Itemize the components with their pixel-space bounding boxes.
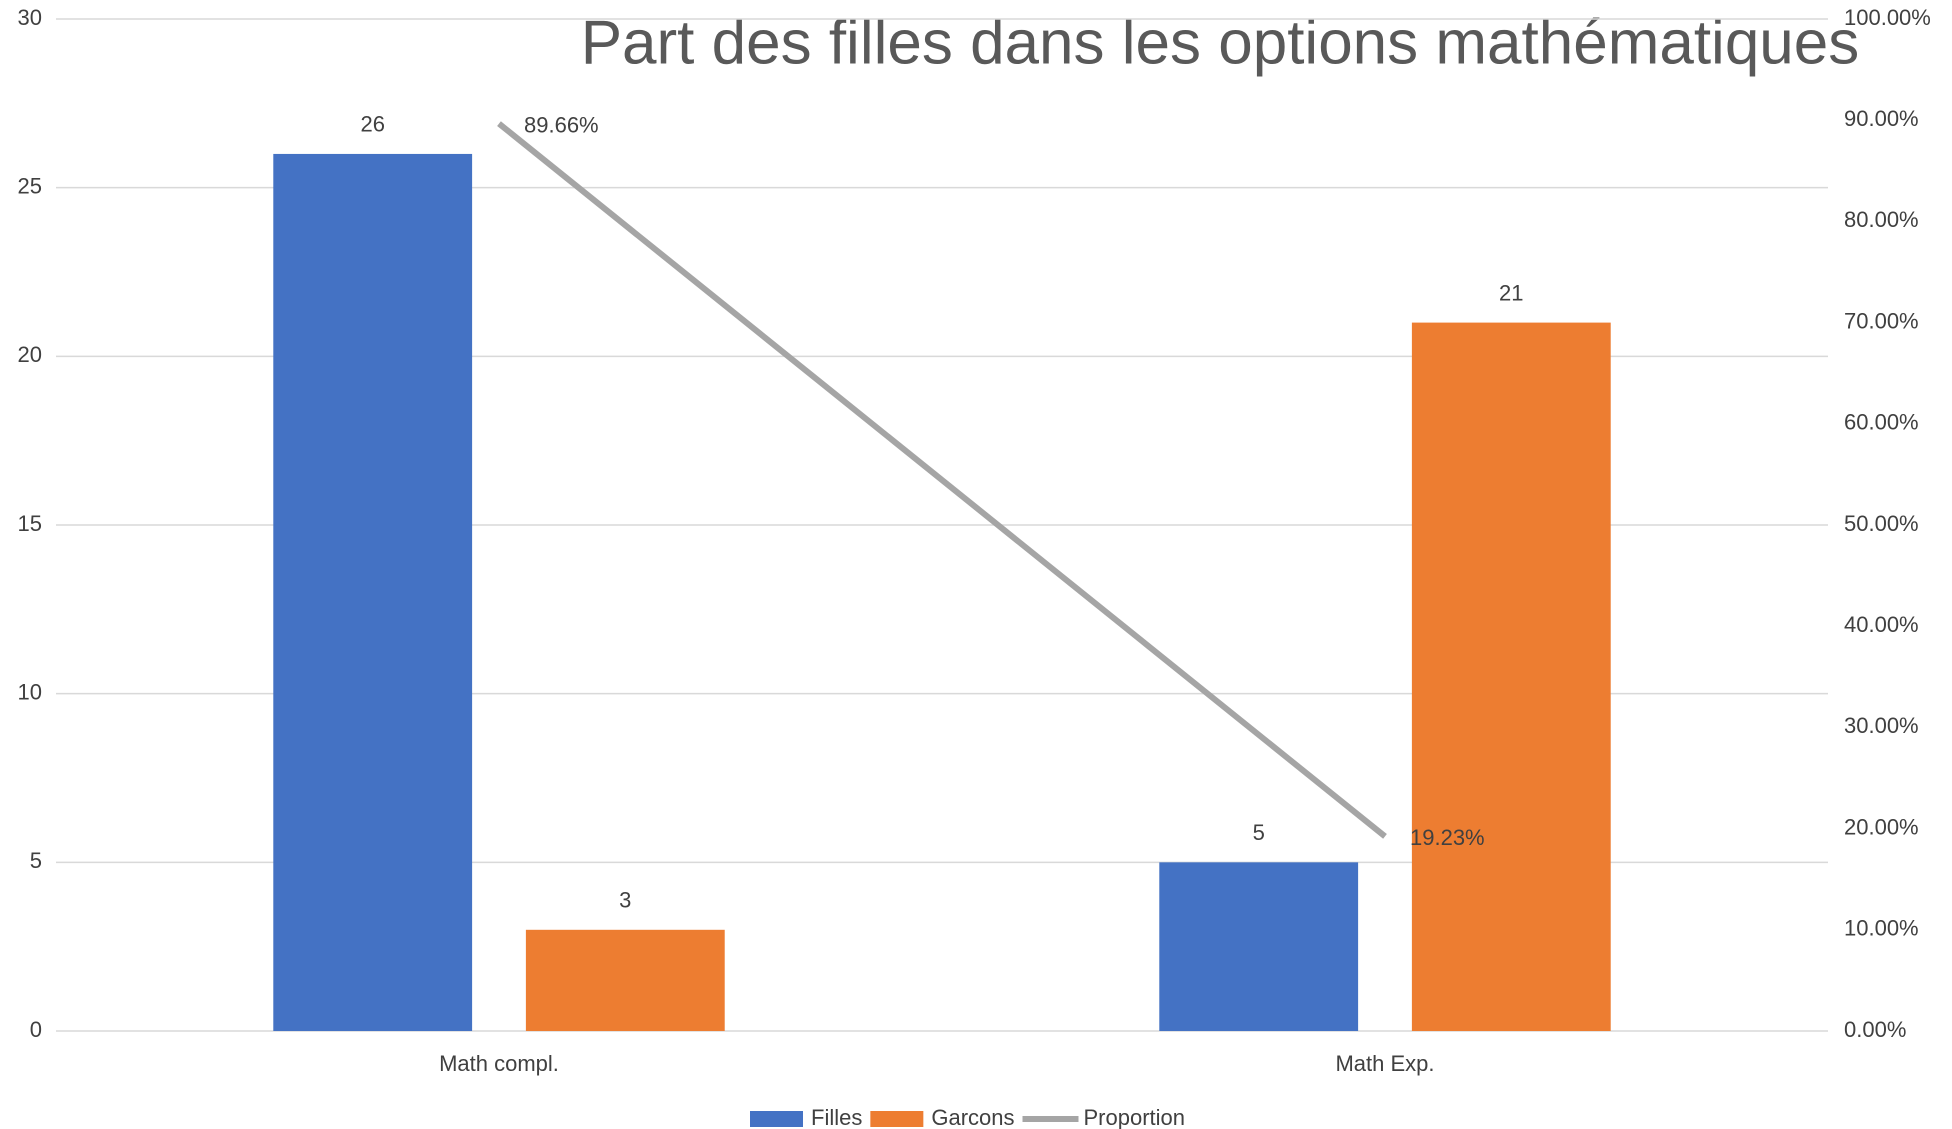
legend-label: Garcons [931,1105,1014,1129]
x-tick-label: Math Exp. [1335,1051,1434,1076]
y2-tick-label: 70.00% [1844,308,1919,333]
y-tick-label: 30 [18,5,42,30]
y2-tick-label: 80.00% [1844,207,1919,232]
legend-label: Filles [811,1105,862,1129]
y2-tick-label: 10.00% [1844,916,1919,941]
y2-tick-label: 40.00% [1844,612,1919,637]
y2-tick-label: 90.00% [1844,106,1919,131]
y-tick-label: 10 [18,679,42,704]
legend-label: Proportion [1084,1105,1186,1129]
bar [1411,322,1611,1032]
y2-tick-label: 60.00% [1844,410,1919,435]
data-label: 19.23% [1410,825,1485,850]
bar [525,929,725,1031]
y2-tick-label: 100.00% [1844,5,1931,30]
data-label: 26 [360,112,384,137]
y2-tick-label: 30.00% [1844,713,1919,738]
chart-title: Part des filles dans les options mathéma… [581,8,1860,77]
legend-swatch [870,1111,924,1127]
y2-tick-label: 0.00% [1844,1017,1906,1042]
y-tick-label: 15 [18,511,42,536]
data-label: 5 [1253,820,1265,845]
y2-tick-label: 20.00% [1844,814,1919,839]
data-label: 3 [619,888,631,913]
y2-tick-label: 50.00% [1844,511,1919,536]
line [497,121,1387,839]
y-tick-label: 5 [30,848,42,873]
bar [273,153,473,1031]
y-tick-label: 0 [30,1017,42,1042]
bar [1159,862,1359,1031]
data-label: 89.66% [524,112,599,137]
y-tick-label: 20 [18,342,42,367]
data-label: 21 [1499,280,1523,305]
legend-swatch [750,1111,803,1127]
x-tick-label: Math compl. [439,1051,559,1076]
y-tick-label: 25 [18,173,42,198]
